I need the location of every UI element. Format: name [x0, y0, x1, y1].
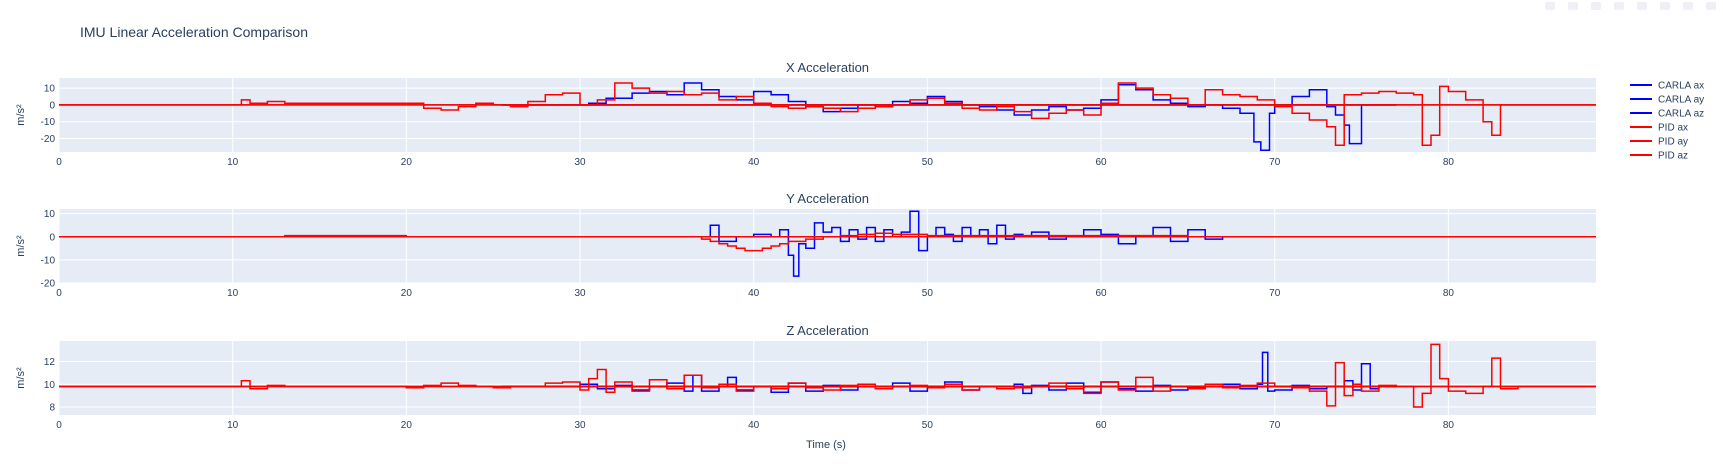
legend-label: PID az	[1658, 151, 1688, 162]
y-axis-title: m/s²	[15, 367, 27, 389]
x-tick-label: 0	[56, 288, 62, 299]
x-tick-label: 20	[401, 288, 413, 299]
series-line-carla-ax[interactable]	[501, 82, 1397, 152]
x-tick-label: 60	[1095, 420, 1107, 431]
series-line-pid-ay[interactable]	[59, 232, 1596, 252]
series-line-pid-ax[interactable]	[59, 82, 1596, 147]
y-tick-label: -20	[41, 134, 56, 145]
y-axis-title: m/s²	[15, 235, 27, 257]
legend[interactable]: CARLA ax CARLA ay CARLA az PID ax PID ay PID …	[1630, 81, 1704, 162]
zoom-out-icon[interactable]	[1637, 2, 1647, 10]
x-tick-label: 70	[1269, 288, 1281, 299]
x-tick-label: 0	[56, 420, 62, 431]
legend-label: PID ay	[1658, 137, 1688, 148]
x-tick-label: 80	[1443, 157, 1455, 168]
x-tick-label: 60	[1095, 288, 1107, 299]
x-tick-label: 40	[748, 157, 760, 168]
y-tick-label: -10	[41, 117, 56, 128]
y-tick-label: 10	[44, 84, 56, 95]
legend-item-carla-az[interactable]: CARLA az	[1630, 109, 1704, 120]
legend-label: PID ax	[1658, 123, 1688, 134]
x-tick-label: 30	[574, 420, 586, 431]
legend-label: CARLA ax	[1658, 81, 1704, 92]
y-axis-title: m/s²	[15, 104, 27, 126]
y-tick-label: 12	[44, 357, 56, 368]
x-tick-label: 50	[922, 157, 934, 168]
x-tick-label: 20	[401, 420, 413, 431]
x-tick-label: 10	[227, 420, 239, 431]
y-tick-label: 10	[44, 380, 56, 391]
plotly-logo-icon[interactable]	[1706, 2, 1716, 10]
autoscale-icon[interactable]	[1660, 2, 1670, 10]
x-tick-label: 20	[401, 157, 413, 168]
x-tick-label: 80	[1443, 288, 1455, 299]
legend-label: CARLA ay	[1658, 95, 1704, 106]
y-tick-label: -10	[41, 255, 56, 266]
zoom-icon[interactable]	[1568, 2, 1578, 10]
zoom-in-icon[interactable]	[1614, 2, 1624, 10]
x-tick-label: 60	[1095, 157, 1107, 168]
figure-title: IMU Linear Acceleration Comparison	[80, 24, 308, 40]
legend-item-pid-ay[interactable]: PID ay	[1630, 137, 1688, 148]
x-tick-label: 10	[227, 157, 239, 168]
reset-icon[interactable]	[1683, 2, 1693, 10]
legend-label: CARLA az	[1658, 109, 1704, 120]
pan-icon[interactable]	[1591, 2, 1601, 10]
x-tick-label: 50	[922, 420, 934, 431]
x-tick-label: 70	[1269, 420, 1281, 431]
subplot-title: X Acceleration	[786, 60, 869, 75]
subplot-3: 0 10 20 30 40 50 60 70 80 12 10 8 Z Acceleration m/s²	[15, 323, 1596, 431]
y-tick-label: -20	[41, 279, 56, 290]
subplot-2: 0 10 20 30 40 50 60 70 80 10 0 -10 -20 Y Acceleration…	[15, 191, 1596, 299]
y-tick-label: 8	[49, 403, 55, 414]
x-tick-label: 80	[1443, 420, 1455, 431]
x-tick-label: 40	[748, 288, 760, 299]
x-tick-label: 0	[56, 157, 62, 168]
legend-item-carla-ay[interactable]: CARLA ay	[1630, 95, 1704, 106]
modebar[interactable]	[1545, 2, 1716, 10]
legend-item-pid-az[interactable]: PID az	[1630, 151, 1688, 162]
x-tick-label: 70	[1269, 157, 1281, 168]
x-tick-label: 10	[227, 288, 239, 299]
x-tick-label: 40	[748, 420, 760, 431]
plot-area[interactable]	[59, 78, 1596, 152]
series-line-pid-az[interactable]	[59, 343, 1596, 408]
y-tick-label: 0	[49, 100, 55, 111]
subplot-title: Z Acceleration	[786, 323, 868, 338]
camera-icon[interactable]	[1545, 2, 1555, 10]
series-line-carla-ay[interactable]	[501, 210, 1397, 277]
x-axis-title: Time (s)	[806, 439, 846, 451]
subplot-title: Y Acceleration	[786, 191, 869, 206]
x-tick-label: 30	[574, 288, 586, 299]
legend-item-pid-ax[interactable]: PID ax	[1630, 123, 1688, 134]
plot-area[interactable]	[59, 341, 1596, 415]
y-tick-label: 10	[44, 209, 56, 220]
x-tick-label: 30	[574, 157, 586, 168]
subplot-1: 0 10 20 30 40 50 60 70 80 10 0 -10 -20 X Acceleration…	[15, 60, 1596, 168]
y-tick-label: 0	[49, 232, 55, 243]
plot-area[interactable]	[59, 209, 1596, 283]
legend-item-carla-ax[interactable]: CARLA ax	[1630, 81, 1704, 92]
x-tick-label: 50	[922, 288, 934, 299]
